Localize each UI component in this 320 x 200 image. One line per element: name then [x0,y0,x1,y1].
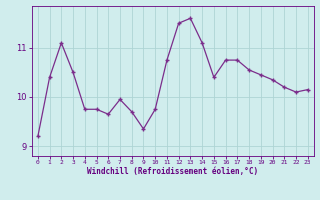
X-axis label: Windchill (Refroidissement éolien,°C): Windchill (Refroidissement éolien,°C) [87,167,258,176]
